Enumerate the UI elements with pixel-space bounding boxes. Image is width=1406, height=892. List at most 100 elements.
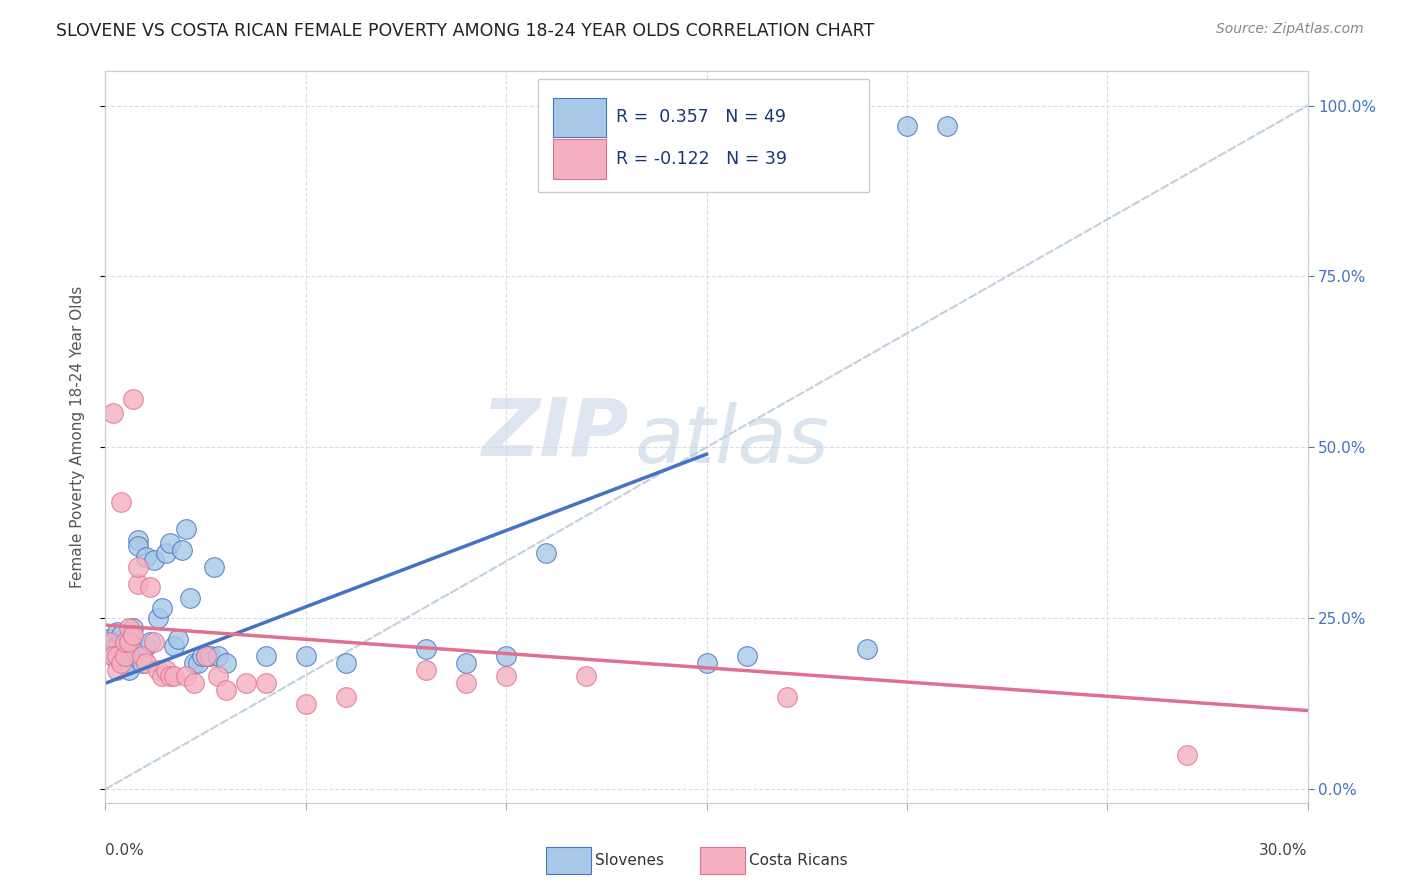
Point (170, 542, 193, 557)
Point (127, 533, 149, 547)
Point (127, 560, 149, 574)
Text: 0.0%: 0.0% (105, 843, 145, 858)
Point (174, 669, 197, 683)
Point (135, 639, 157, 653)
Point (159, 536, 181, 550)
Point (107, 648, 129, 663)
Point (190, 648, 212, 663)
Point (179, 591, 201, 605)
Text: atlas: atlas (634, 401, 830, 480)
Point (202, 560, 225, 574)
Text: Costa Ricans: Costa Ricans (749, 854, 848, 868)
Point (855, 642, 877, 657)
Point (235, 676, 257, 690)
Point (142, 635, 165, 649)
Point (207, 669, 229, 683)
Point (110, 628, 132, 642)
Point (146, 611, 169, 625)
Point (198, 648, 221, 663)
Point (415, 663, 437, 677)
Point (146, 663, 169, 677)
Point (1177, 747, 1199, 762)
Point (696, 656, 718, 670)
Point (98, 635, 121, 649)
Point (214, 656, 236, 670)
Point (118, 663, 141, 677)
Point (110, 648, 132, 663)
FancyBboxPatch shape (553, 139, 606, 179)
Point (495, 648, 517, 663)
Point (107, 624, 129, 639)
Point (142, 553, 165, 567)
Point (335, 656, 357, 670)
Y-axis label: Female Poverty Among 18-24 Year Olds: Female Poverty Among 18-24 Year Olds (70, 286, 84, 588)
Point (122, 622, 145, 636)
Point (114, 642, 136, 657)
Text: Slovenes: Slovenes (595, 854, 664, 868)
Point (127, 577, 149, 591)
Point (107, 639, 129, 653)
Point (194, 648, 217, 663)
Point (575, 669, 598, 683)
Point (254, 676, 277, 690)
Point (131, 656, 153, 670)
Text: ZIP: ZIP (481, 394, 628, 473)
Point (135, 549, 157, 564)
Point (122, 648, 145, 663)
Point (295, 697, 318, 711)
Point (194, 648, 217, 663)
Point (107, 663, 129, 677)
Point (103, 648, 125, 663)
Point (118, 635, 141, 649)
Point (183, 676, 205, 690)
Point (776, 690, 799, 704)
Point (98, 632, 121, 646)
Point (454, 656, 477, 670)
Point (110, 495, 132, 509)
Point (127, 540, 149, 554)
Point (183, 656, 205, 670)
Point (118, 622, 141, 636)
Point (454, 676, 477, 690)
Text: R =  0.357   N = 49: R = 0.357 N = 49 (616, 109, 786, 127)
Text: Source: ZipAtlas.com: Source: ZipAtlas.com (1216, 22, 1364, 37)
Point (534, 546, 557, 560)
Text: SLOVENE VS COSTA RICAN FEMALE POVERTY AMONG 18-24 YEAR OLDS CORRELATION CHART: SLOVENE VS COSTA RICAN FEMALE POVERTY AM… (56, 22, 875, 40)
Text: 30.0%: 30.0% (1260, 843, 1308, 858)
Point (174, 522, 197, 536)
Point (214, 683, 236, 698)
Point (896, 119, 918, 133)
Point (150, 601, 173, 615)
Point (495, 669, 517, 683)
Point (155, 546, 177, 560)
Point (187, 656, 209, 670)
Point (415, 642, 437, 657)
Point (114, 635, 136, 649)
Point (138, 581, 160, 595)
Point (122, 628, 145, 642)
Point (936, 119, 959, 133)
Point (118, 632, 141, 646)
Point (150, 669, 173, 683)
FancyBboxPatch shape (553, 98, 606, 137)
Point (735, 648, 758, 663)
Point (131, 648, 153, 663)
Point (138, 635, 160, 649)
Point (207, 648, 229, 663)
Point (295, 648, 318, 663)
Point (114, 656, 136, 670)
Text: R = -0.122   N = 39: R = -0.122 N = 39 (616, 150, 787, 168)
Point (162, 669, 184, 683)
Point (135, 656, 157, 670)
Point (162, 639, 184, 653)
Point (159, 669, 181, 683)
Point (155, 663, 177, 677)
Point (110, 656, 132, 670)
FancyBboxPatch shape (538, 78, 869, 192)
Point (166, 632, 188, 646)
Point (122, 392, 145, 407)
Point (335, 690, 357, 704)
Point (103, 648, 125, 663)
Point (103, 406, 125, 420)
Point (254, 648, 277, 663)
